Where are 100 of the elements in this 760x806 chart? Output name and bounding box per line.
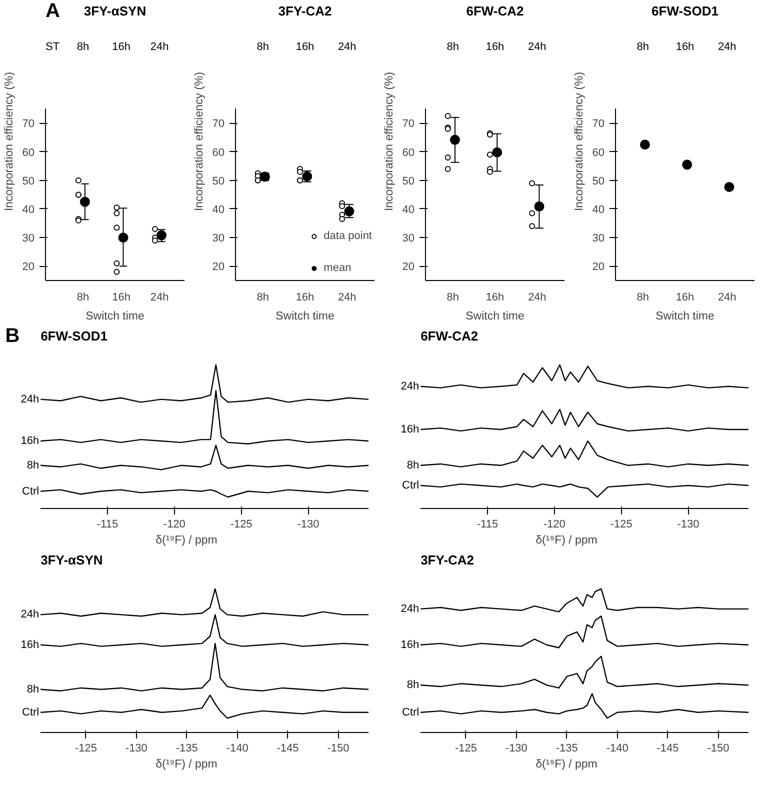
x-tick-label: -125 [454, 742, 477, 754]
chart-title: 3FY-αSYN [40, 552, 103, 568]
y-tick-label: 70 [22, 118, 35, 130]
y-tick-label: 50 [402, 175, 415, 188]
x-tick-label: 8h [636, 292, 650, 304]
y-tick-label: 60 [402, 146, 415, 159]
y-tick-label: 30 [212, 232, 225, 245]
y-axis-title: Incorporation efficiency (%) [573, 72, 586, 212]
y-axis-title: Incorporation efficiency (%) [3, 72, 16, 212]
y-tick-label: 50 [22, 175, 35, 188]
x-tick-label: -115 [476, 518, 498, 530]
chart-title: 3FY-αSYN [84, 4, 146, 19]
x-tick-label: 24h [718, 292, 736, 304]
text: 24h [338, 41, 356, 54]
series-label: Ctrl [22, 485, 40, 498]
x-tick-label: 16h [112, 292, 130, 304]
series-label: 8h [406, 679, 420, 692]
series-label: 16h [400, 638, 420, 651]
x-tick-label: -115 [96, 518, 118, 530]
series-label: 8h [26, 459, 40, 472]
x-tick-label: 16h [486, 292, 504, 304]
y-tick-label: 70 [402, 118, 415, 130]
y-tick-label: 40 [402, 204, 415, 216]
x-tick-label: -130 [297, 518, 320, 530]
y-tick-label: 30 [592, 232, 605, 245]
y-tick-label: 70 [212, 118, 225, 130]
x-tick-label: 8h [76, 292, 90, 304]
text: 8h [76, 41, 90, 54]
x-tick-label: -130 [677, 518, 700, 530]
y-tick-label: 20 [592, 261, 605, 274]
text: 16h [676, 41, 694, 54]
series-label: 8h [406, 459, 420, 472]
text: 24h [718, 41, 736, 54]
text: 16h [112, 41, 130, 54]
x-tick-label: -130 [125, 742, 148, 754]
text: A [46, 0, 60, 22]
series-label: Ctrl [22, 706, 40, 718]
x-tick-label: 24h [528, 292, 546, 304]
text: 8h [256, 41, 270, 54]
y-tick-label: 20 [402, 261, 415, 274]
chart-title: 6FW-SOD1 [652, 4, 718, 19]
y-tick-label: 20 [212, 261, 225, 274]
text: B [5, 325, 20, 348]
x-tick-label: -150 [327, 742, 350, 754]
series-label: 16h [20, 638, 40, 651]
x-tick-label: -125 [74, 742, 97, 754]
text: 8h [636, 41, 650, 54]
series-label: Ctrl [402, 706, 420, 718]
chart-title: 3FY-CA2 [278, 4, 332, 19]
x-tick-label: 8h [256, 292, 270, 304]
x-tick-label: -150 [707, 742, 730, 754]
series-label: 16h [400, 423, 420, 436]
series-label: 24h [20, 393, 40, 406]
x-axis-title: Switch time [276, 310, 334, 322]
y-tick-label: 40 [212, 204, 225, 216]
series-label: 24h [20, 608, 40, 621]
x-tick-label: -130 [505, 742, 528, 754]
x-tick-label: 24h [150, 292, 169, 304]
y-tick-label: 40 [592, 204, 605, 216]
x-axis-title: Switch time [86, 310, 144, 322]
chart-title: 6FW-CA2 [420, 328, 478, 344]
y-tick-label: 20 [22, 261, 35, 274]
x-tick-label: -135 [176, 742, 198, 754]
x-axis-title: Switch time [656, 310, 714, 322]
series-label: Ctrl [402, 480, 420, 492]
chart-title: 6FW-SOD1 [40, 328, 108, 344]
x-tick-label: 24h [338, 292, 356, 304]
x-tick-label: 8h [446, 292, 460, 304]
x-tick-label: 16h [296, 292, 314, 304]
chart-title: 3FY-CA2 [420, 552, 474, 568]
x-tick-label: -125 [610, 518, 632, 530]
series-label: 8h [26, 683, 40, 696]
chart-title: 6FW-CA2 [466, 4, 524, 19]
series-label: 24h [400, 602, 420, 615]
x-axis-title: δ(¹⁹F) / ppm [156, 534, 218, 546]
y-tick-label: 70 [592, 118, 605, 130]
text: 8h [446, 41, 460, 54]
y-tick-label: 30 [22, 232, 35, 245]
legend-label: mean [324, 262, 352, 274]
x-axis-title: δ(¹⁹F) / ppm [536, 534, 598, 546]
x-axis-title: δ(¹⁹F) / ppm [156, 758, 218, 770]
text: 16h [296, 41, 314, 54]
y-tick-label: 40 [22, 204, 35, 216]
legend-label: data point [324, 230, 372, 242]
y-tick-label: 60 [22, 146, 35, 159]
text: 16h [486, 41, 504, 54]
x-tick-label: -135 [556, 742, 578, 754]
x-tick-label: -140 [606, 742, 628, 754]
x-tick-label: -125 [230, 518, 252, 530]
y-axis-title: Incorporation efficiency (%) [193, 72, 206, 212]
y-tick-label: 60 [592, 146, 605, 159]
y-tick-label: 30 [402, 232, 415, 245]
x-tick-label: -120 [163, 518, 186, 530]
x-tick-label: -145 [656, 742, 679, 754]
y-axis-title: Incorporation efficiency (%) [383, 72, 396, 212]
text: 24h [150, 41, 169, 54]
x-axis-title: δ(¹⁹F) / ppm [536, 758, 598, 770]
text: 24h [528, 41, 546, 54]
series-label: 16h [20, 434, 40, 447]
x-axis-title: Switch time [466, 310, 524, 322]
